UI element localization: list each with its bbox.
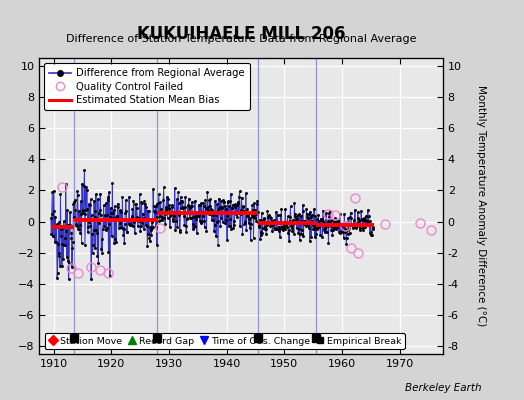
Text: Difference of Station Temperature Data from Regional Average: Difference of Station Temperature Data f… — [66, 34, 416, 44]
Title: KUKUIHAELE MILL 206: KUKUIHAELE MILL 206 — [137, 24, 345, 42]
Y-axis label: Monthly Temperature Anomaly Difference (°C): Monthly Temperature Anomaly Difference (… — [475, 85, 486, 327]
Text: Berkeley Earth: Berkeley Earth — [406, 383, 482, 393]
Legend: Station Move, Record Gap, Time of Obs. Change, Empirical Break: Station Move, Record Gap, Time of Obs. C… — [45, 333, 405, 349]
